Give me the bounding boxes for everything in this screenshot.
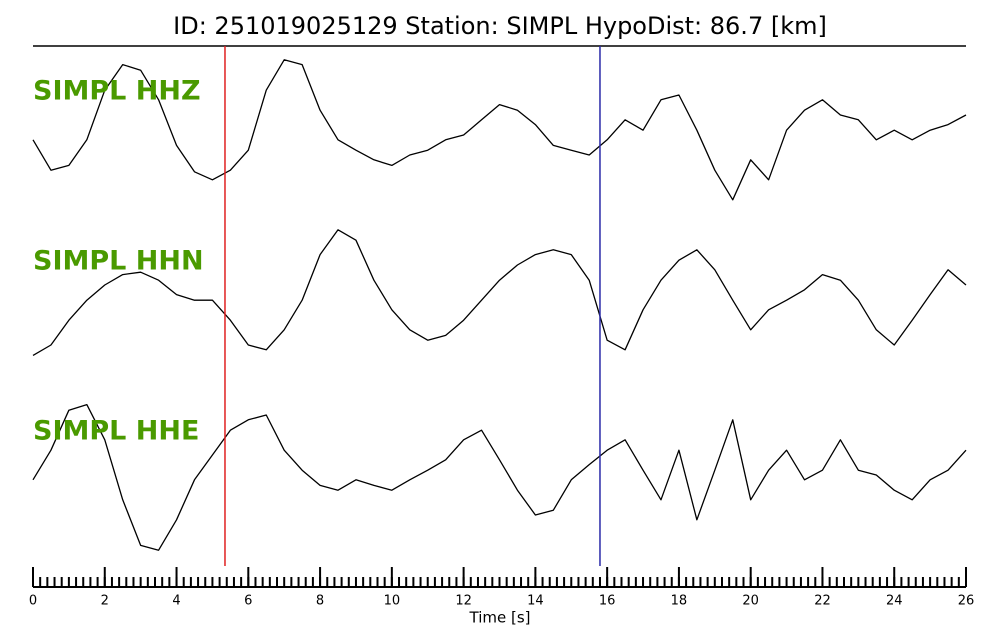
x-tick-label: 4	[172, 594, 180, 609]
trace-label: SIMPL HHE	[33, 416, 199, 447]
x-tick-label: 16	[599, 594, 616, 609]
trace-label: SIMPL HHZ	[33, 76, 201, 107]
x-tick-label: 14	[527, 594, 544, 609]
chart-title: ID: 251019025129 Station: SIMPL HypoDist…	[173, 12, 827, 40]
trace-label: SIMPL HHN	[33, 246, 204, 277]
x-tick-label: 8	[316, 594, 324, 609]
x-tick-label: 12	[455, 594, 472, 609]
x-tick-label: 6	[244, 594, 252, 609]
x-tick-label: 2	[101, 594, 109, 609]
x-tick-label: 20	[742, 594, 759, 609]
trace	[32, 403, 967, 551]
x-tick-label: 22	[814, 594, 831, 609]
x-tick-label: 18	[671, 594, 688, 609]
x-tick-label: 26	[958, 594, 975, 609]
x-tick-label: 10	[384, 594, 401, 609]
trace	[32, 59, 967, 201]
trace	[32, 229, 967, 356]
x-tick-label: 0	[29, 594, 37, 609]
x-axis-label: Time [s]	[469, 609, 531, 627]
x-tick-label: 24	[886, 594, 903, 609]
